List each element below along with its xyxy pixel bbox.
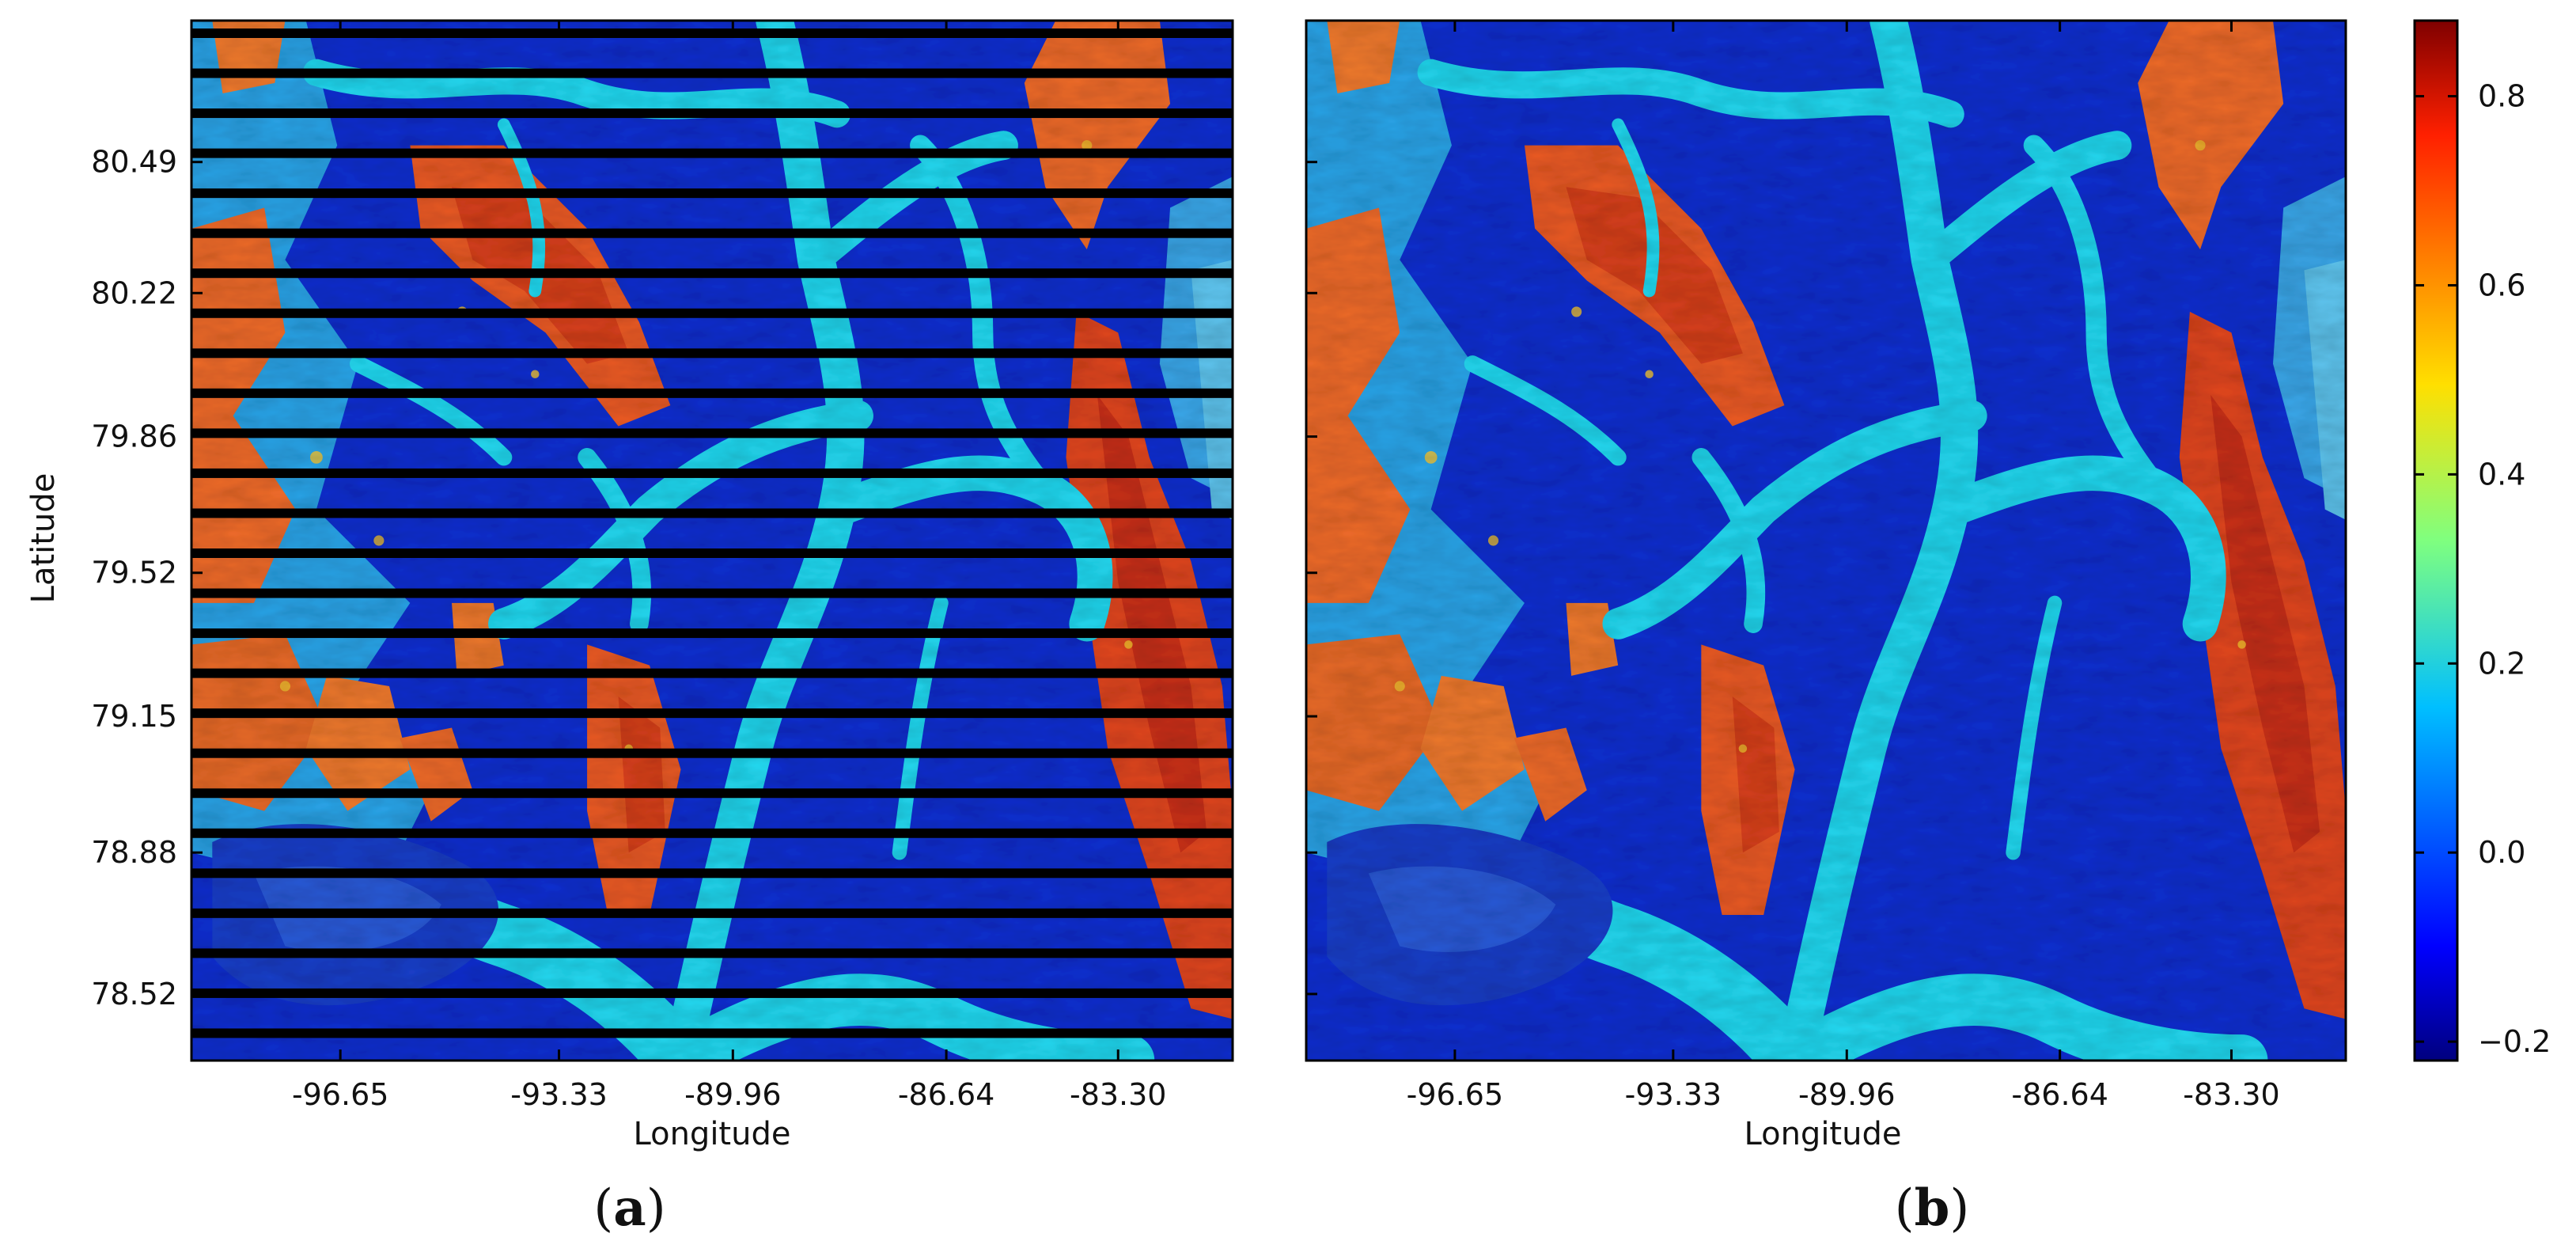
x-tick-label: -89.96 [1798, 1077, 1896, 1112]
scan-line-gap [191, 108, 1233, 119]
y-tick-label: 78.88 [91, 835, 177, 870]
scan-line-gap [191, 188, 1233, 199]
panel-b: -96.65 -93.33 -89.96 -86.64 -83.30 Longitude… [1305, 19, 2347, 1238]
x-axis-label-b: Longitude [1744, 1116, 1902, 1152]
scan-line-gap [191, 988, 1233, 998]
scan-line-gap [191, 348, 1233, 359]
x-axis-b: -96.65 -93.33 -89.96 -86.64 -83.30 [1407, 21, 2280, 1112]
scan-line-gap [191, 828, 1233, 838]
plot-frame-b [1305, 19, 2347, 1062]
colorbar-tick-label: 0.6 [2478, 268, 2525, 302]
scan-line-gap [191, 548, 1233, 558]
scan-line-gap [191, 308, 1233, 318]
scan-line-gap [191, 508, 1233, 518]
y-axis-label-a: Latitude [25, 473, 62, 604]
x-tick-label: -96.65 [292, 1077, 389, 1112]
x-tick-label: -93.33 [510, 1077, 608, 1112]
x-tick-label: -89.96 [684, 1077, 782, 1112]
scan-line-gap [191, 948, 1233, 958]
scan-line-gap [191, 388, 1233, 398]
scan-line-gap [191, 28, 1233, 38]
plot-frame-a [190, 19, 1234, 1062]
y-tick-label: 80.22 [91, 275, 177, 310]
colorbar-tick-label: −0.2 [2478, 1024, 2551, 1059]
y-axis-b [1306, 161, 1317, 996]
scan-line-gap [191, 708, 1233, 719]
scan-line-gap [191, 228, 1233, 238]
x-tick-label: -86.64 [2011, 1077, 2108, 1112]
colorbar: 0.8 0.6 0.4 0.2 0.0 −0.2 [2413, 19, 2551, 1062]
y-tick-label: 79.86 [91, 419, 177, 454]
scan-line-gap [191, 588, 1233, 598]
scan-line-gap [191, 268, 1233, 279]
scan-line-gap [191, 628, 1233, 639]
colorbar-tick-label: 0.2 [2478, 646, 2525, 681]
y-tick-label: 79.52 [91, 556, 177, 590]
x-axis-a: -96.65 -93.33 -89.96 -86.64 -83.30 [292, 21, 1167, 1112]
x-tick-label: -83.30 [1070, 1077, 1167, 1112]
scan-line-gap [191, 748, 1233, 758]
scan-line-gap [191, 468, 1233, 478]
scan-line-gap [191, 668, 1233, 678]
colorbar-tick-label: 0.0 [2478, 835, 2525, 870]
y-tick-label: 78.52 [91, 977, 177, 1011]
scan-line-gap [191, 428, 1233, 438]
heatmap-b [1306, 21, 2346, 1061]
scan-line-gap [191, 68, 1233, 78]
colorbar-tick-label: 0.4 [2478, 457, 2525, 491]
y-tick-label: 80.49 [91, 145, 177, 180]
y-axis-a: 80.49 80.22 79.86 79.52 79.15 78.88 78.52 [91, 145, 203, 1011]
panel-letter-b: b [1915, 1178, 1950, 1238]
panel-a: 80.49 80.22 79.86 79.52 79.15 78.88 78.52 -96.… [25, 19, 1234, 1238]
scan-line-gap [191, 908, 1233, 918]
scan-line-gap [191, 868, 1233, 879]
colorbar-tick-label: 0.8 [2478, 79, 2525, 114]
scan-line-gap [191, 788, 1233, 799]
scan-line-gap [191, 148, 1233, 158]
panel-label-b: (b) [1895, 1178, 1970, 1238]
x-tick-label: -93.33 [1625, 1077, 1722, 1112]
panel-label-a: (a) [593, 1178, 665, 1238]
panel-letter-a: a [613, 1178, 646, 1238]
heatmap-a [191, 21, 1233, 1061]
x-tick-label: -86.64 [898, 1077, 995, 1112]
x-axis-label-a: Longitude [634, 1116, 791, 1152]
x-tick-label: -83.30 [2183, 1077, 2280, 1112]
scan-line-gap [191, 1028, 1233, 1038]
x-tick-label: -96.65 [1407, 1077, 1504, 1112]
y-tick-label: 79.15 [91, 699, 177, 734]
colorbar-gradient [2413, 19, 2459, 1062]
scan-line-gaps [191, 28, 1233, 1038]
colorbar-ticks: 0.8 0.6 0.4 0.2 0.0 −0.2 [2415, 79, 2551, 1059]
